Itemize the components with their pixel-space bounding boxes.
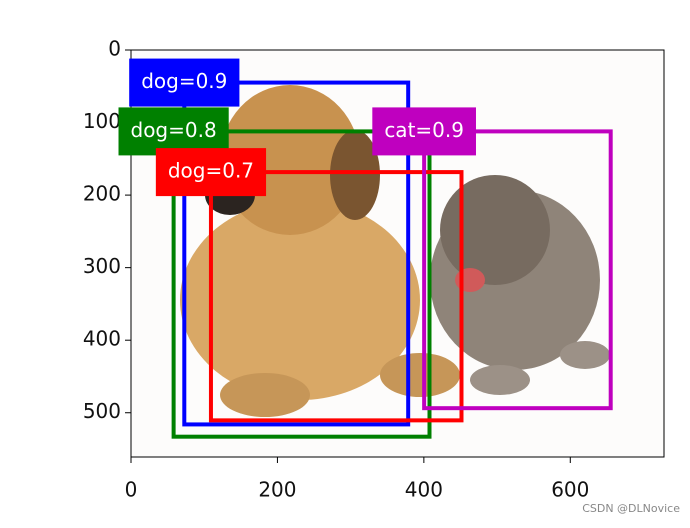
box-label: dog=0.9 [141, 69, 227, 93]
axes-frame [130, 49, 665, 458]
x-tick-label: 600 [551, 478, 589, 502]
x-tick-label: 200 [258, 478, 296, 502]
watermark: CSDN @DLNovice [582, 502, 680, 515]
y-tick-label: 500 [83, 399, 121, 423]
box-label: cat=0.9 [384, 118, 464, 142]
y-tick-label: 200 [83, 182, 121, 206]
y-tick-label: 100 [83, 109, 121, 133]
bounding-box [422, 129, 613, 411]
y-tick-label: 0 [108, 37, 121, 61]
box-label: dog=0.7 [168, 159, 254, 183]
label-background [118, 107, 229, 156]
label-background [372, 107, 476, 156]
x-tick-label: 400 [405, 478, 443, 502]
bounding-box [171, 129, 432, 439]
x-tick-label: 0 [125, 478, 138, 502]
y-tick-label: 300 [83, 254, 121, 278]
bounding-box [182, 80, 411, 427]
bounding-box [208, 170, 464, 423]
box-label: dog=0.8 [131, 118, 217, 142]
y-tick-label: 400 [83, 327, 121, 351]
label-background [155, 148, 267, 197]
label-background [129, 58, 240, 107]
